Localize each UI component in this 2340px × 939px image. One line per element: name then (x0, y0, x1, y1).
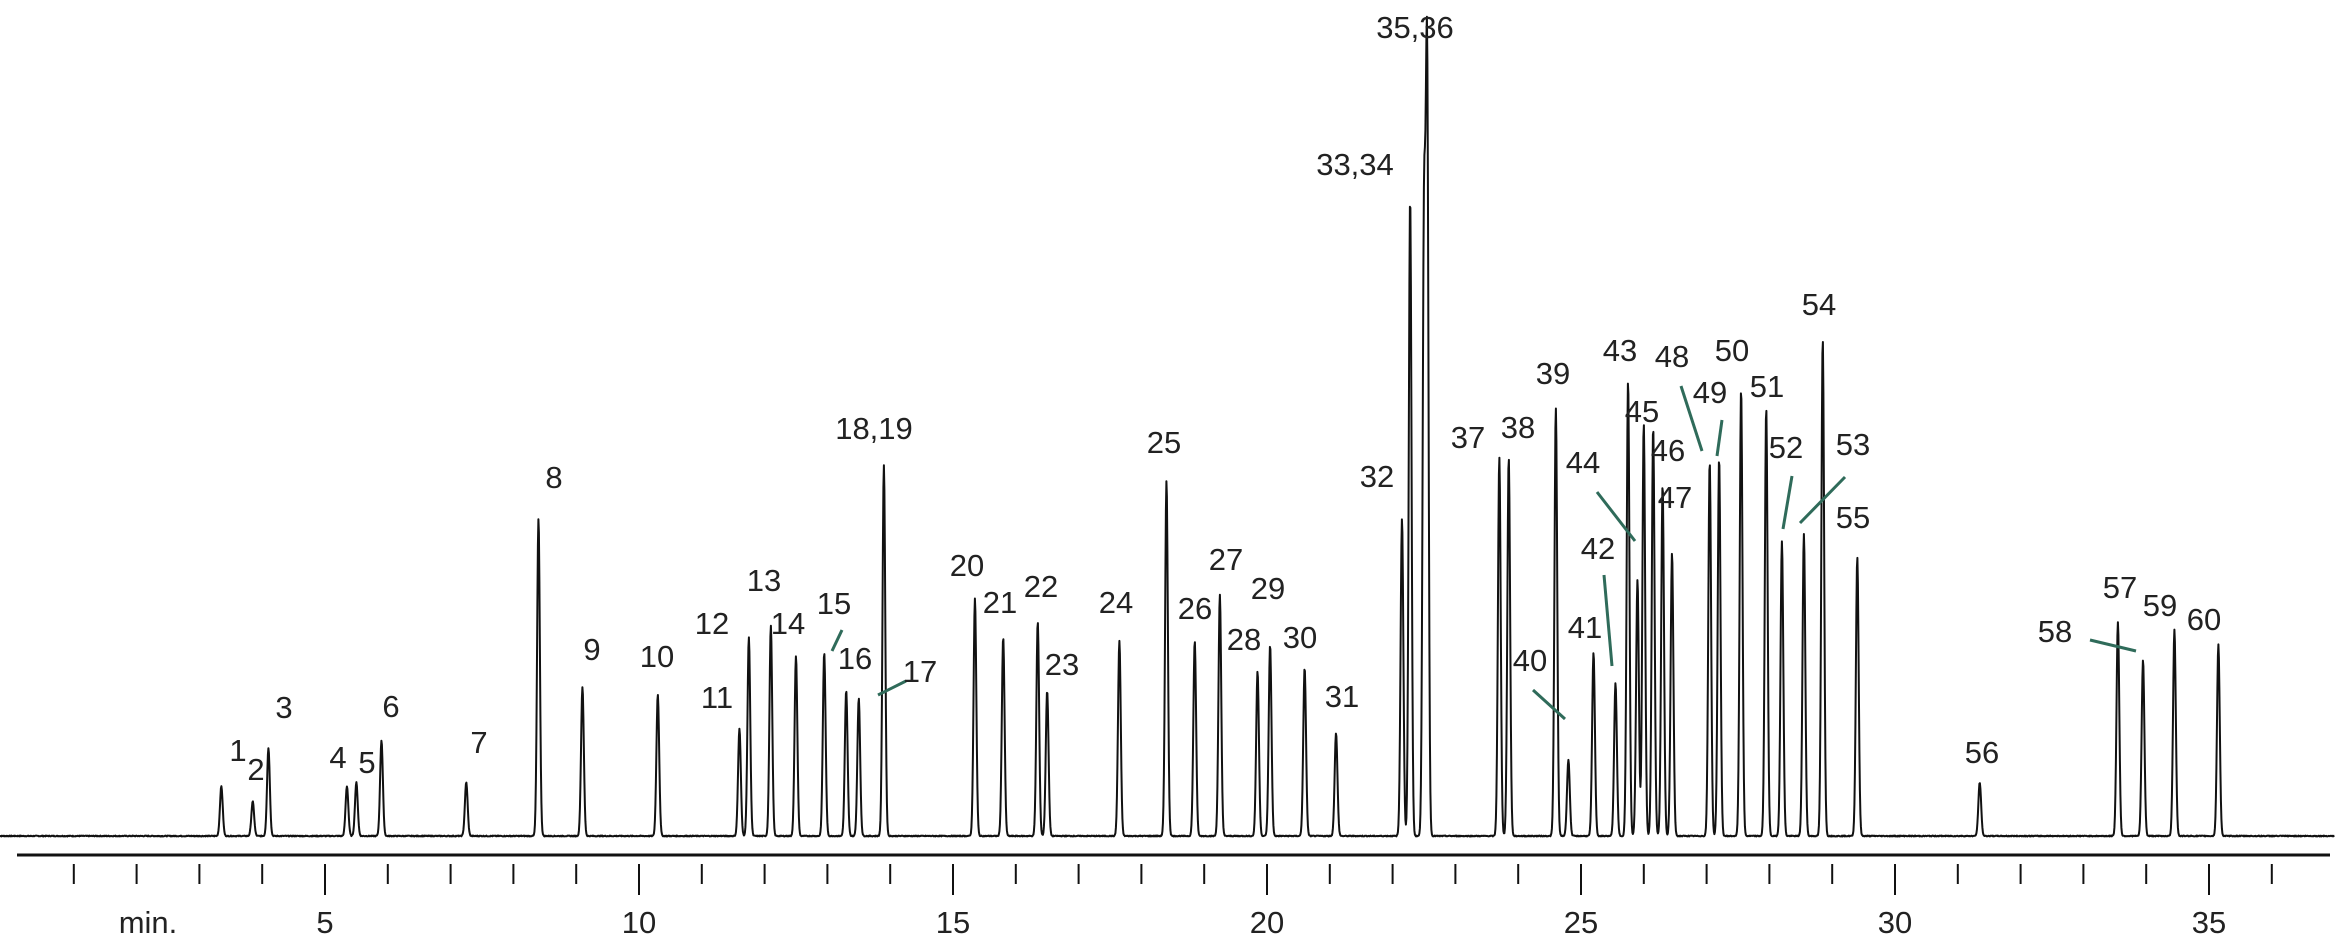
label-leader-line (1595, 491, 1637, 542)
x-axis-ticks (72, 864, 2273, 895)
x-tick-label: 10 (622, 905, 656, 939)
peak-label: 45 (1625, 394, 1659, 429)
peak-label: 16 (838, 641, 872, 676)
peak-label: 54 (1802, 287, 1836, 322)
label-leader-line (877, 679, 907, 697)
peak-label: 60 (2187, 602, 2221, 637)
peak-label: 33,34 (1316, 147, 1394, 182)
peak-label: 3 (275, 690, 292, 725)
label-leader-line (1531, 688, 1567, 721)
peak-label: 6 (382, 689, 399, 724)
x-tick-label: 30 (1878, 905, 1912, 939)
peak-label: 38 (1501, 410, 1535, 445)
peak-label: 14 (771, 606, 805, 641)
peak-label: 18,19 (835, 411, 913, 446)
peak-label: 59 (2143, 588, 2177, 623)
peak-label: 52 (1769, 430, 1803, 465)
peak-label: 49 (1693, 375, 1727, 410)
label-leader-line (1781, 475, 1794, 530)
peak-label: 27 (1209, 542, 1243, 577)
x-tick-label: 5 (316, 905, 333, 939)
peak-label: 47 (1658, 480, 1692, 515)
label-leader-line (1602, 574, 1614, 667)
peak-label: 41 (1568, 610, 1602, 645)
x-tick-label: 20 (1250, 905, 1284, 939)
peak-label: 26 (1178, 591, 1212, 626)
peak-label: 46 (1651, 433, 1685, 468)
peak-label: 37 (1451, 420, 1485, 455)
peak-label: 5 (358, 745, 375, 780)
peak-label: 21 (983, 585, 1017, 620)
peak-label: 13 (747, 563, 781, 598)
peak-label: 50 (1715, 333, 1749, 368)
peak-label: 15 (817, 586, 851, 621)
peak-label: 43 (1603, 333, 1637, 368)
peak-label: 24 (1099, 585, 1133, 620)
peak-label: 40 (1513, 643, 1547, 678)
peak-label: 32 (1360, 459, 1394, 494)
peak-label: 11 (701, 680, 733, 715)
peak-label: 17 (903, 654, 937, 689)
chromatogram-trace (0, 15, 2335, 838)
peak-label: 30 (1283, 620, 1317, 655)
peak-label: 20 (950, 548, 984, 583)
x-tick-label: 15 (936, 905, 970, 939)
label-leader-line (1679, 385, 1704, 452)
peak-label: 28 (1227, 622, 1261, 657)
label-leader-line (1715, 419, 1724, 457)
peak-label: 22 (1024, 569, 1058, 604)
peak-label: 4 (329, 740, 346, 775)
peak-label: 48 (1655, 339, 1689, 374)
peak-label: 12 (695, 606, 729, 641)
peak-label: 10 (640, 639, 674, 674)
peak-label: 55 (1836, 500, 1870, 535)
peak-label: 9 (583, 632, 600, 667)
peak-label: 29 (1251, 571, 1285, 606)
peak-label: 58 (2038, 614, 2072, 649)
peak-label: 31 (1325, 679, 1359, 714)
x-tick-label: 35 (2192, 905, 2226, 939)
peak-label: 8 (545, 460, 562, 495)
peak-label: 44 (1566, 445, 1600, 480)
peak-label: 35,36 (1376, 10, 1454, 45)
peak-label: 57 (2103, 570, 2137, 605)
peak-label: 56 (1965, 735, 1999, 770)
peak-label: 25 (1147, 425, 1181, 460)
peak-label: 2 (247, 752, 264, 787)
trace-layer (0, 15, 2335, 838)
label-leader-line (1798, 475, 1847, 525)
x-axis: 5 10 15 20 25 30 35 min. (17, 853, 2330, 939)
peak-label: 42 (1581, 531, 1615, 566)
x-axis-unit-label: min. (119, 905, 178, 939)
peak-label: 51 (1750, 369, 1784, 404)
peak-label: 23 (1045, 647, 1079, 682)
x-axis-tick-labels: 5 10 15 20 25 30 35 (316, 905, 2226, 939)
peak-label: 39 (1536, 356, 1570, 391)
label-leader-lines (830, 385, 2137, 721)
peak-label: 53 (1836, 427, 1870, 462)
x-tick-label: 25 (1564, 905, 1598, 939)
label-leader-line (2089, 638, 2137, 653)
label-leader-line (830, 629, 844, 652)
peak-label: 1 (229, 733, 246, 768)
peak-label: 7 (470, 725, 487, 760)
